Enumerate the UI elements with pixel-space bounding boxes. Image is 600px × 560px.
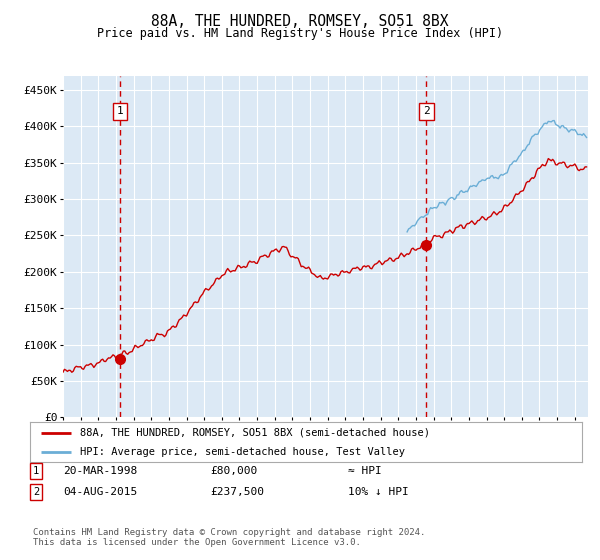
Text: 2: 2 <box>423 106 430 116</box>
Text: 1: 1 <box>116 106 123 116</box>
Text: 1: 1 <box>33 466 39 476</box>
Text: £80,000: £80,000 <box>210 466 257 476</box>
Text: Price paid vs. HM Land Registry's House Price Index (HPI): Price paid vs. HM Land Registry's House … <box>97 27 503 40</box>
Text: 20-MAR-1998: 20-MAR-1998 <box>63 466 137 476</box>
Text: ≈ HPI: ≈ HPI <box>348 466 382 476</box>
Text: 04-AUG-2015: 04-AUG-2015 <box>63 487 137 497</box>
Text: 88A, THE HUNDRED, ROMSEY, SO51 8BX (semi-detached house): 88A, THE HUNDRED, ROMSEY, SO51 8BX (semi… <box>80 428 430 437</box>
Text: Contains HM Land Registry data © Crown copyright and database right 2024.
This d: Contains HM Land Registry data © Crown c… <box>33 528 425 547</box>
Text: 10% ↓ HPI: 10% ↓ HPI <box>348 487 409 497</box>
Text: 2: 2 <box>33 487 39 497</box>
Text: £237,500: £237,500 <box>210 487 264 497</box>
Text: HPI: Average price, semi-detached house, Test Valley: HPI: Average price, semi-detached house,… <box>80 447 404 457</box>
Text: 88A, THE HUNDRED, ROMSEY, SO51 8BX: 88A, THE HUNDRED, ROMSEY, SO51 8BX <box>151 14 449 29</box>
